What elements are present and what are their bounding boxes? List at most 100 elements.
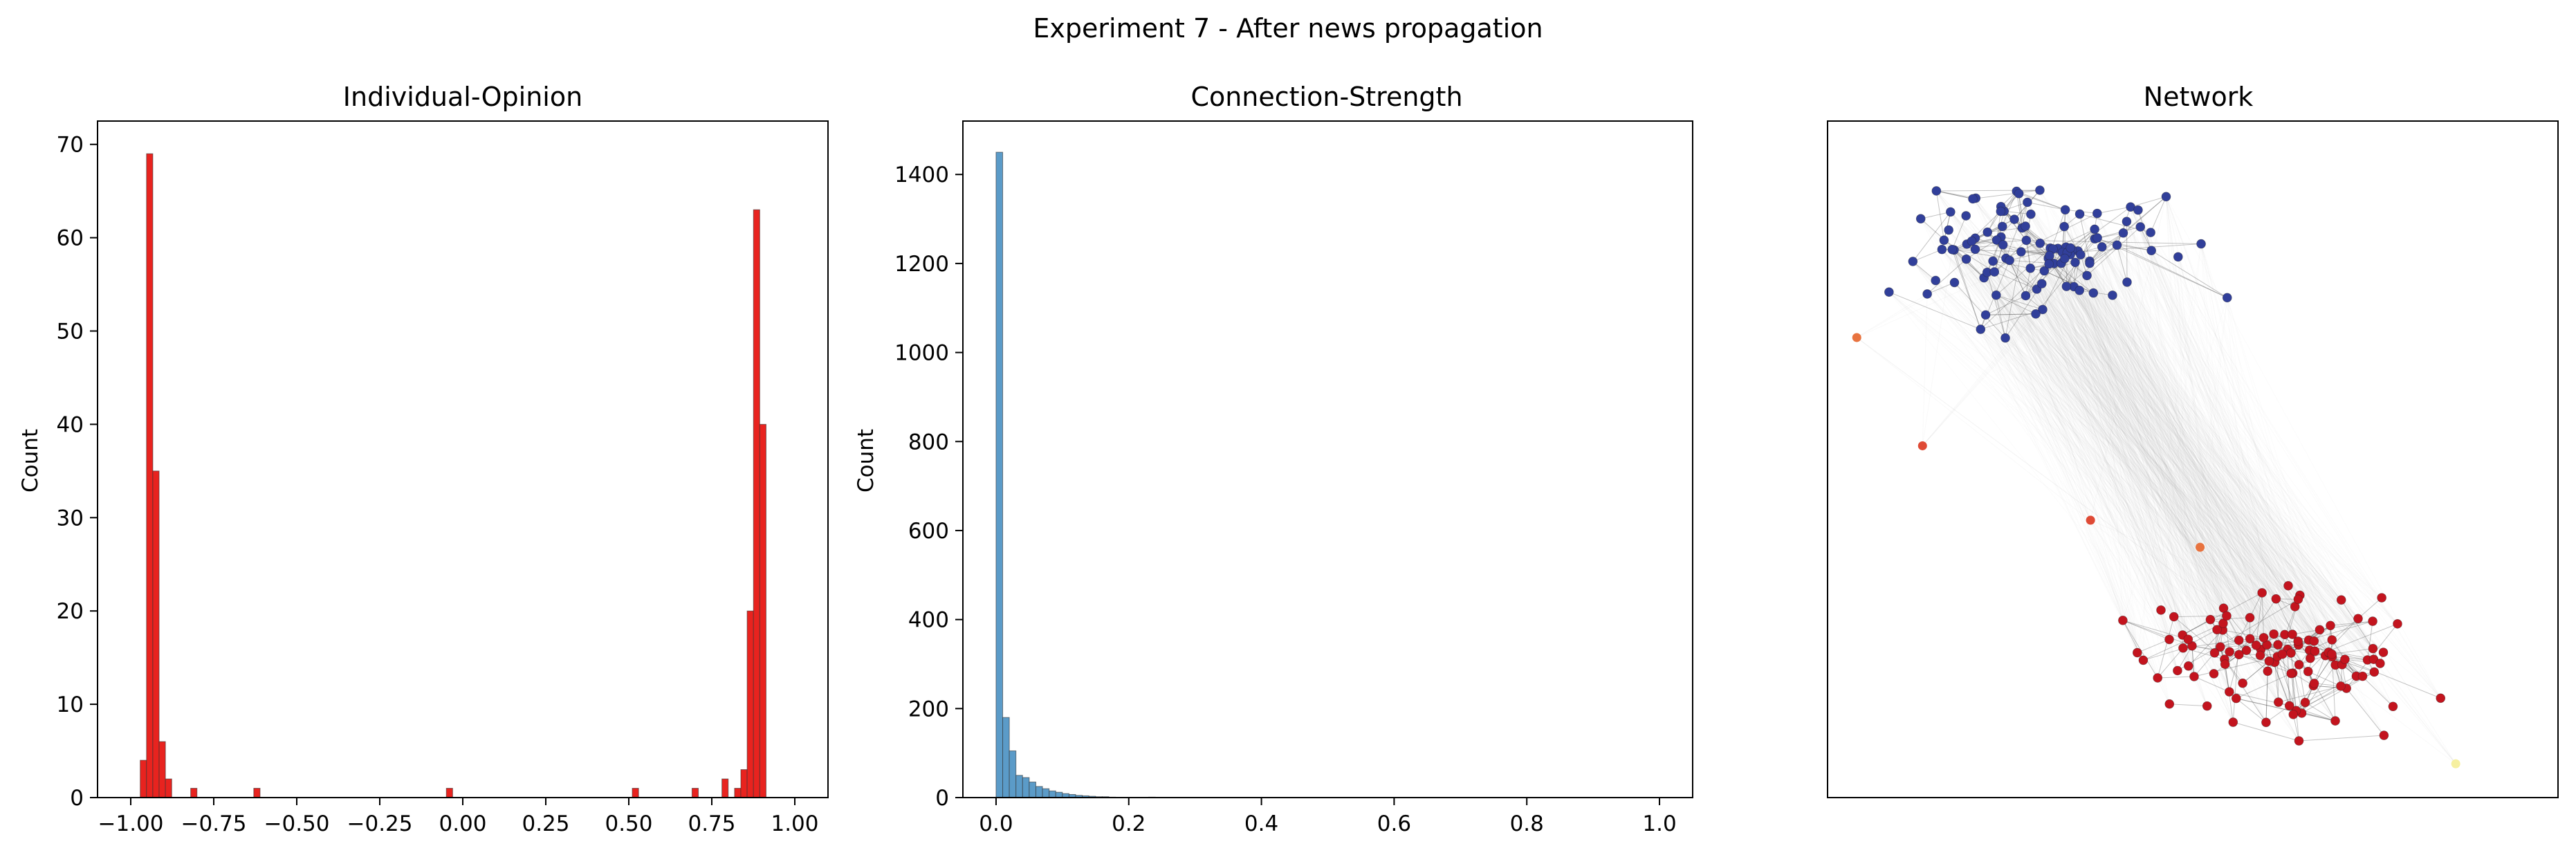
network-edge	[2041, 283, 2384, 653]
network-node-negative	[2122, 277, 2132, 287]
network-node-positive	[2353, 614, 2363, 624]
p1-bar	[753, 209, 760, 798]
network-edge	[1926, 293, 2292, 674]
p1-y-tick-label: 0	[70, 786, 84, 811]
network-node-positive	[2261, 717, 2271, 728]
network-edge	[2117, 245, 2347, 689]
network-edge	[2178, 257, 2293, 635]
network-edge	[2117, 244, 2398, 625]
network-edge	[2094, 239, 2279, 703]
network-edge	[2226, 616, 2247, 651]
network-edge	[2009, 260, 2138, 653]
network-edge	[2018, 193, 2373, 649]
network-edge	[2000, 206, 2315, 642]
network-edge	[1975, 198, 2288, 650]
network-edge	[1975, 238, 2138, 653]
network-edge	[2000, 237, 2279, 645]
opinion-histogram: Individual-Opinion Count −1.00 −0.75 −0.50…	[18, 82, 829, 836]
network-edge	[1996, 295, 2240, 641]
network-edge	[1953, 250, 2336, 721]
network-node-positive	[2225, 647, 2234, 657]
network-edge	[2157, 616, 2175, 679]
network-edge	[1951, 215, 1967, 250]
network-edge	[2035, 313, 2263, 594]
network-edge	[2041, 283, 2320, 630]
network-edge	[2043, 270, 2193, 646]
p2-x-tick-label: 0.4	[1244, 811, 1278, 836]
network-edge	[2097, 237, 2285, 635]
network-edge	[2178, 257, 2393, 707]
p2-x-tick-label: 0.6	[1377, 811, 1411, 836]
network-edge	[1965, 215, 2393, 707]
network-edge	[1951, 249, 2359, 619]
network-edge	[2061, 263, 2270, 661]
network-node-positive	[2224, 687, 2234, 697]
network-edge	[2126, 282, 2374, 660]
network-edge	[2062, 252, 2230, 652]
network-edge	[1980, 329, 2124, 621]
network-edge	[2052, 248, 2189, 666]
network-edge	[2048, 258, 2297, 711]
network-edge	[2301, 712, 2336, 721]
network-edge	[2200, 243, 2224, 624]
network-edge	[2067, 252, 2359, 619]
network-edge	[2021, 251, 2195, 677]
network-edge	[2014, 219, 2178, 671]
network-plot: Network	[1827, 82, 2559, 798]
network-edge	[2061, 263, 2261, 650]
network-edge	[1926, 293, 2257, 646]
p2-bar	[1049, 790, 1056, 798]
network-edge	[1951, 249, 1985, 278]
network-edge	[2050, 248, 2230, 692]
network-edge	[2066, 252, 2299, 642]
network-edge	[1987, 232, 2375, 672]
network-edge	[1912, 261, 2288, 650]
network-edge	[1994, 271, 2247, 651]
network-edge	[2039, 243, 2270, 661]
network-edge	[2122, 620, 2170, 640]
network-edge	[2048, 258, 2240, 641]
network-edge	[2089, 261, 2138, 653]
network-edge	[1912, 212, 1951, 262]
network-edge	[2305, 702, 2336, 721]
network-edge	[2151, 250, 2315, 641]
network-edge	[2021, 251, 2138, 653]
network-edge	[2065, 210, 2178, 671]
network-edge	[1935, 280, 2250, 618]
network-edge	[2137, 210, 2225, 660]
network-node-negative	[1967, 236, 1977, 246]
network-edge	[2151, 250, 2346, 660]
network-edge	[2000, 237, 2267, 723]
network-node-positive	[2153, 673, 2163, 683]
network-edge	[1985, 315, 2138, 653]
network-edge	[2137, 210, 2310, 641]
network-edge	[2089, 261, 2215, 654]
network-edge	[2158, 676, 2195, 679]
p1-bar	[165, 778, 172, 798]
network-edge	[1983, 277, 2267, 645]
network-edge	[1996, 248, 2051, 296]
network-edge	[2061, 263, 2279, 703]
network-edge	[2041, 283, 2240, 655]
network-edge	[1980, 329, 2170, 704]
network-edge	[1943, 239, 2261, 650]
network-edge	[2331, 648, 2373, 655]
network-edge	[2061, 263, 2240, 655]
network-edge	[2200, 243, 2347, 689]
network-edge	[2043, 270, 2224, 609]
network-edge	[2357, 597, 2382, 619]
network-edge	[2117, 245, 2234, 723]
network-node-negative	[2173, 252, 2183, 262]
network-edge	[1987, 232, 2326, 656]
network-edge	[2052, 248, 2289, 587]
p2-bar	[1042, 788, 1050, 798]
network-edge	[1966, 243, 2240, 641]
network-edge	[2063, 226, 2263, 594]
network-edge	[2053, 263, 2299, 642]
network-edge	[2077, 250, 2267, 645]
network-edge	[1987, 272, 2193, 646]
network-node-negative	[1961, 211, 1971, 221]
network-edge	[2065, 210, 2333, 654]
network-node-positive	[2379, 730, 2389, 740]
